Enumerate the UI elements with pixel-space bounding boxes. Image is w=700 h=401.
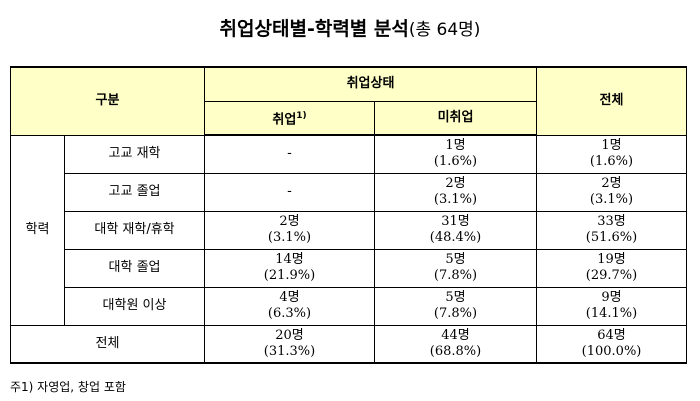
header-employed: 취업1) <box>204 100 376 136</box>
cell-count: 14명 <box>275 252 304 267</box>
cell-count: - <box>287 184 292 199</box>
cell-count: 5명 <box>445 252 466 267</box>
row-label: 고교 졸업 <box>63 172 206 212</box>
cell-employed: - <box>204 172 376 212</box>
page-title: 취업상태별-학력별 분석(총 64명) <box>0 14 700 41</box>
cell-unemployed: 1명 (1.6%) <box>374 134 538 174</box>
cell-pct: (1.6%) <box>433 154 478 170</box>
cell-pct: (7.8%) <box>433 306 478 321</box>
cell-unemployed: 31명 (48.4%) <box>374 210 538 250</box>
cell-pct: (51.6%) <box>585 230 638 245</box>
title-sub: (총 64명) <box>408 20 481 40</box>
cell-pct: (1.6%) <box>589 154 634 169</box>
cell-pct: (100.0%) <box>581 343 642 359</box>
cell-unemployed: 2명 (3.1%) <box>374 172 538 212</box>
cell-count: 1명 <box>601 138 622 153</box>
cell-count: 20명 <box>275 327 304 343</box>
cell-total: 64명 (100.0%) <box>536 324 688 364</box>
cell-unemployed: 44명 (68.8%) <box>374 324 538 364</box>
row-label: 대학 졸업 <box>63 248 206 288</box>
cell-pct: (3.1%) <box>267 230 312 245</box>
cell-count: 19명 <box>597 252 626 267</box>
cell-total: 33명 (51.6%) <box>536 210 688 250</box>
cell-pct: (3.1%) <box>589 192 634 207</box>
cell-total: 2명 (3.1%) <box>536 172 688 212</box>
header-category: 구분 <box>9 66 206 136</box>
cell-count: 2명 <box>279 214 300 229</box>
cell-total: 19명 (29.7%) <box>536 248 688 288</box>
cell-pct: (7.8%) <box>433 268 478 283</box>
cell-total: 1명 (1.6%) <box>536 134 688 174</box>
cell-employed: 4명 (6.3%) <box>204 286 376 326</box>
footnote: 주1) 자영업, 창업 포함 <box>10 380 126 394</box>
row-label: 대학 재학/휴학 <box>63 210 206 250</box>
cell-total: 9명 (14.1%) <box>536 286 688 326</box>
cell-count: 9명 <box>601 290 622 305</box>
table-row: 대학 졸업 14명 (21.9%) 5명 (7.8%) 19명 (29.7%) <box>11 248 688 288</box>
cell-pct: (29.7%) <box>585 268 638 283</box>
table-row: 대학 재학/휴학 2명 (3.1%) 31명 (48.4%) 33명 (51.6%) <box>11 210 688 250</box>
cell-pct: (48.4%) <box>429 230 482 245</box>
cell-count: 31명 <box>441 214 470 229</box>
header-employed-footnote-mark: 1) <box>296 110 307 121</box>
cell-count: 33명 <box>597 214 626 229</box>
row-label: 고교 재학 <box>63 134 206 174</box>
header-total: 전체 <box>536 66 688 136</box>
cell-count: 5명 <box>445 290 466 305</box>
cell-pct: (14.1%) <box>585 306 638 321</box>
total-row-label: 전체 <box>9 324 206 364</box>
header-unemployed: 미취업 <box>374 100 538 136</box>
cell-count: 4명 <box>279 290 300 305</box>
cell-unemployed: 5명 (7.8%) <box>374 286 538 326</box>
cell-employed: 2명 (3.1%) <box>204 210 376 250</box>
row-label: 대학원 이상 <box>63 286 206 326</box>
title-main: 취업상태별-학력별 분석 <box>219 18 409 40</box>
cell-pct: (31.3%) <box>263 343 316 359</box>
cell-pct: (68.8%) <box>429 343 482 359</box>
header-employed-label: 취업 <box>272 111 297 127</box>
total-row: 전체 20명 (31.3%) 44명 (68.8%) 64명 (100.0%) <box>9 324 688 364</box>
cell-pct: (21.9%) <box>263 268 316 283</box>
header-employment-status: 취업상태 <box>204 66 538 102</box>
cell-employed: - <box>204 134 376 174</box>
cell-count: 64명 <box>597 327 626 343</box>
table-row: 고교 졸업 - 2명 (3.1%) 2명 (3.1%) <box>11 172 688 212</box>
cell-employed: 20명 (31.3%) <box>204 324 376 364</box>
cell-pct: (3.1%) <box>433 192 478 207</box>
cell-unemployed: 5명 (7.8%) <box>374 248 538 288</box>
employment-education-table: 구분 취업상태 전체 취업1) 미취업 학력 고교 재학 - 1명 (1.6%) … <box>9 66 688 364</box>
cell-pct: (6.3%) <box>267 306 312 321</box>
cell-count: 2명 <box>601 176 622 191</box>
cell-count: 1명 <box>445 138 466 154</box>
cell-count: 44명 <box>441 327 470 343</box>
cell-count: 2명 <box>445 176 466 191</box>
table-row: 학력 고교 재학 - 1명 (1.6%) 1명 (1.6%) <box>10 134 688 326</box>
table-row: 대학원 이상 4명 (6.3%) 5명 (7.8%) 9명 (14.1%) <box>11 286 688 326</box>
group-label-education: 학력 <box>10 134 65 326</box>
cell-employed: 14명 (21.9%) <box>204 248 376 288</box>
cell-count: - <box>287 146 292 162</box>
